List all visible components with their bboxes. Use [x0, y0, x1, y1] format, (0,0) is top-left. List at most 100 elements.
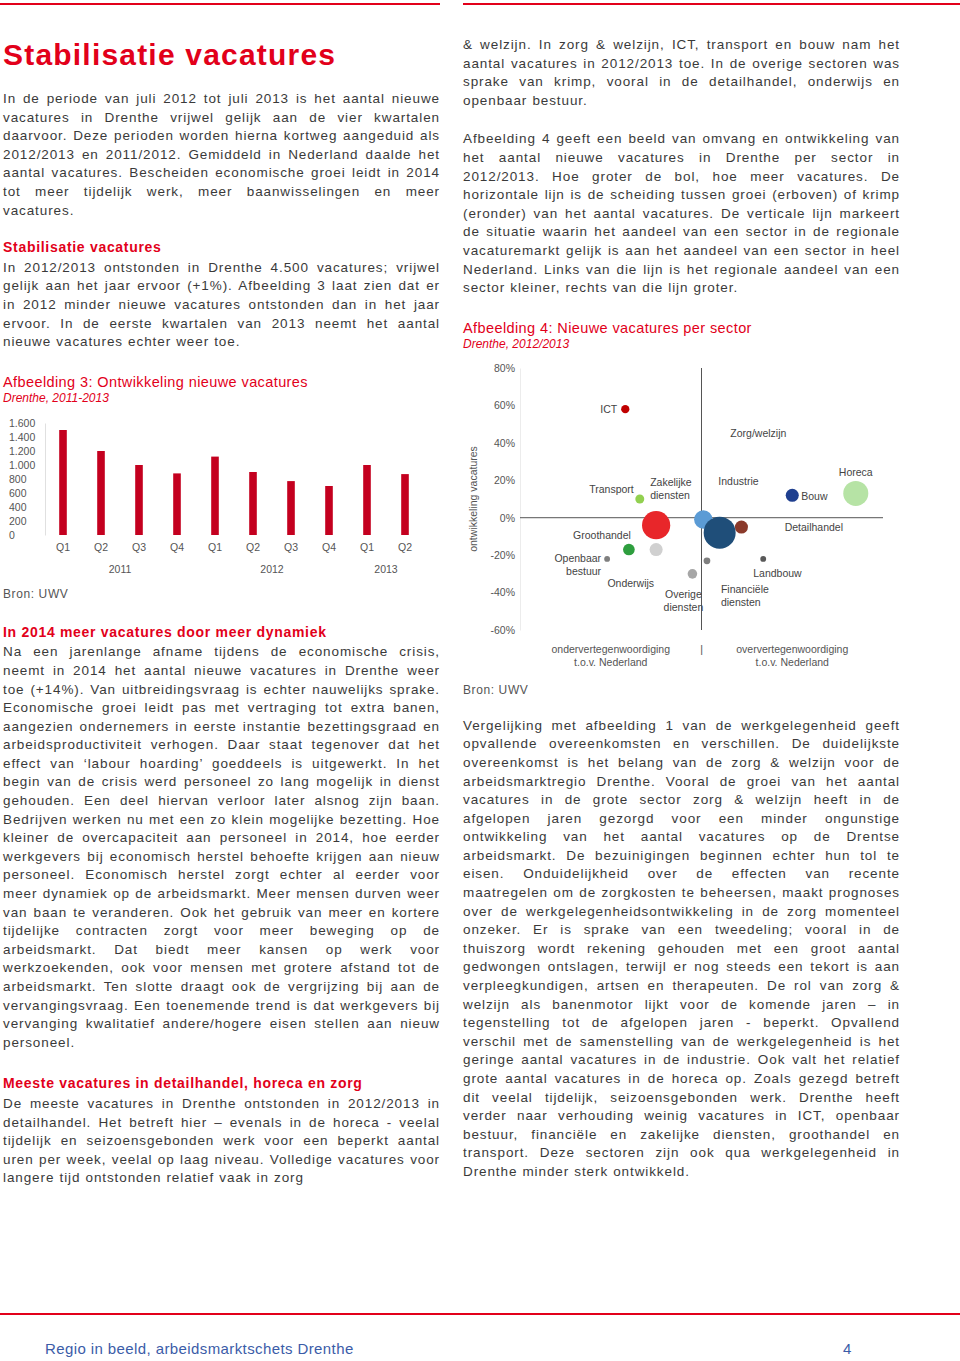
y-tick: 400	[9, 501, 45, 513]
y-tick: 80%	[494, 362, 520, 374]
y-tick: 1.000	[9, 459, 45, 471]
left-column: Stabilisatie vacatures In de periode van …	[3, 36, 440, 1188]
bubble-label: Landbouw	[753, 567, 802, 579]
x-tick: Q3	[132, 535, 146, 553]
x-tick: Q1	[56, 535, 70, 553]
figure-text: Afbeelding 4 geeft een beeld van omvang …	[463, 130, 900, 297]
bubble	[688, 569, 698, 579]
y-tick-label: 60%	[494, 399, 515, 411]
y-tick-label: -40%	[490, 586, 515, 598]
bubble	[604, 556, 610, 562]
comparison-text: Vergelijking met afbeelding 1 van de wer…	[463, 717, 900, 1182]
bubble-label: bestuur	[566, 565, 602, 577]
bar	[173, 473, 181, 535]
x-tick: Q2	[94, 535, 108, 553]
y-tick-label: 1.000	[9, 459, 35, 471]
bubble-label: diensten	[721, 595, 761, 607]
y-tick-label: -20%	[490, 549, 515, 561]
y-tick: 1.600	[9, 417, 45, 429]
footer-publication: Regio in beeld, arbeidsmarktschets Drent…	[45, 1340, 354, 1357]
y-tick-label: 1.200	[9, 445, 35, 457]
y-tick: 1.200	[9, 445, 45, 457]
bubble	[786, 488, 799, 501]
bar	[211, 456, 219, 534]
x-tick: Q2	[398, 535, 412, 553]
y-tick-label: 200	[9, 515, 27, 527]
y-tick-label: 800	[9, 473, 27, 485]
x-tick-label: Q3	[284, 541, 298, 553]
y-tick: 0	[9, 529, 45, 541]
section-text: In 2012/2013 ontstonden in Drenthe 4.500…	[3, 259, 440, 352]
bar-chart: 0 200 400 600 800 1.000 1.200 1.400 1.600 Q1 Q2 Q3 Q…	[3, 407, 440, 587]
x-tick: Q4	[322, 535, 336, 553]
bubble-label: Openbaar	[554, 552, 601, 564]
x-tick-label: Q4	[322, 541, 336, 553]
bar	[287, 481, 295, 535]
bubble	[635, 494, 644, 503]
bubble-label: Detailhandel	[785, 520, 843, 532]
bubble	[623, 543, 635, 555]
y-tick: 800	[9, 473, 45, 485]
y-axis-title: ontwikkeling vacatures	[467, 446, 479, 552]
y-tick-label: 20%	[494, 474, 515, 486]
y-tick-label: 1.400	[9, 431, 35, 443]
bubble	[621, 405, 629, 413]
bars	[59, 430, 409, 535]
y-tick-label: 0	[9, 529, 15, 541]
y-axis-line	[520, 368, 521, 630]
x-tick-label: Q1	[360, 541, 374, 553]
bar	[135, 465, 143, 535]
chart-title: Afbeelding 4: Nieuwe vacatures per secto…	[463, 320, 900, 336]
section-text: De meeste vacatures in Drenthe ontstonde…	[3, 1095, 440, 1188]
bubble-chart: -60% -40% -20% 0% 20% 40% 60% 80% ontwikkeling v…	[463, 353, 900, 683]
bubble-label: Onderwijs	[607, 576, 654, 588]
intro-text: In de periode van juli 2012 tot juli 201…	[3, 90, 440, 220]
y-tick: 20%	[494, 474, 520, 486]
plot	[520, 368, 883, 630]
x-label-right: oververtegenwoordiging	[736, 643, 848, 655]
y-tick: 600	[9, 487, 45, 499]
bar	[97, 451, 105, 535]
x-label-right: t.o.v. Nederland	[756, 656, 830, 668]
year-label: 2012	[260, 563, 284, 575]
y-tick-label: -60%	[490, 624, 515, 636]
chart-title: Afbeelding 3: Ontwikkeling nieuwe vacatu…	[3, 374, 440, 390]
bubble-label: Industrie	[718, 475, 758, 487]
chart-subtitle: Drenthe, 2012/2013	[463, 337, 900, 351]
y-tick: 60%	[494, 399, 520, 411]
y-tick: -60%	[490, 624, 520, 636]
section-heading: Stabilisatie vacatures	[3, 238, 440, 257]
header-rule	[463, 3, 960, 5]
bar	[59, 430, 67, 535]
chart-source: Bron: UWV	[463, 683, 900, 697]
y-tick: 0%	[500, 511, 520, 523]
right-column: & welzijn. In zorg & welzijn, ICT, trans…	[463, 36, 900, 1182]
x-axis: Q1Q2Q3Q4Q1Q2Q3Q4Q1Q2	[56, 535, 412, 553]
y-tick-label: 80%	[494, 362, 515, 374]
x-tick-label: Q2	[246, 541, 260, 553]
x-tick: Q2	[246, 535, 260, 553]
footer-page: 4	[843, 1340, 852, 1357]
section-heading: In 2014 meer vacatures door meer dynamie…	[3, 623, 440, 642]
x-label-left: t.o.v. Nederland	[574, 656, 648, 668]
y-tick-label: 400	[9, 501, 27, 513]
bubble	[650, 543, 663, 556]
y-tick: 40%	[494, 436, 520, 448]
x-tick: Q1	[360, 535, 374, 553]
bubble-label: Groothandel	[573, 528, 631, 540]
bubble-label: Horeca	[839, 466, 873, 478]
bubble-label: ICT	[600, 403, 618, 415]
bar	[401, 474, 409, 535]
y-tick: -20%	[490, 549, 520, 561]
bubble	[704, 516, 736, 548]
chart-source: Bron: UWV	[3, 587, 440, 601]
y-axis: -60% -40% -20% 0% 20% 40% 60% 80%	[490, 362, 520, 636]
bubble-label: Transport	[589, 483, 634, 495]
bubble	[843, 481, 868, 506]
x-tick-label: Q1	[56, 541, 70, 553]
x-tick-label: Q1	[208, 541, 222, 553]
year-label: 2013	[374, 563, 398, 575]
y-axis: 0 200 400 600 800 1.000 1.200 1.400 1.600	[9, 417, 46, 541]
footer-rule	[0, 1313, 960, 1315]
bubble	[642, 511, 670, 539]
